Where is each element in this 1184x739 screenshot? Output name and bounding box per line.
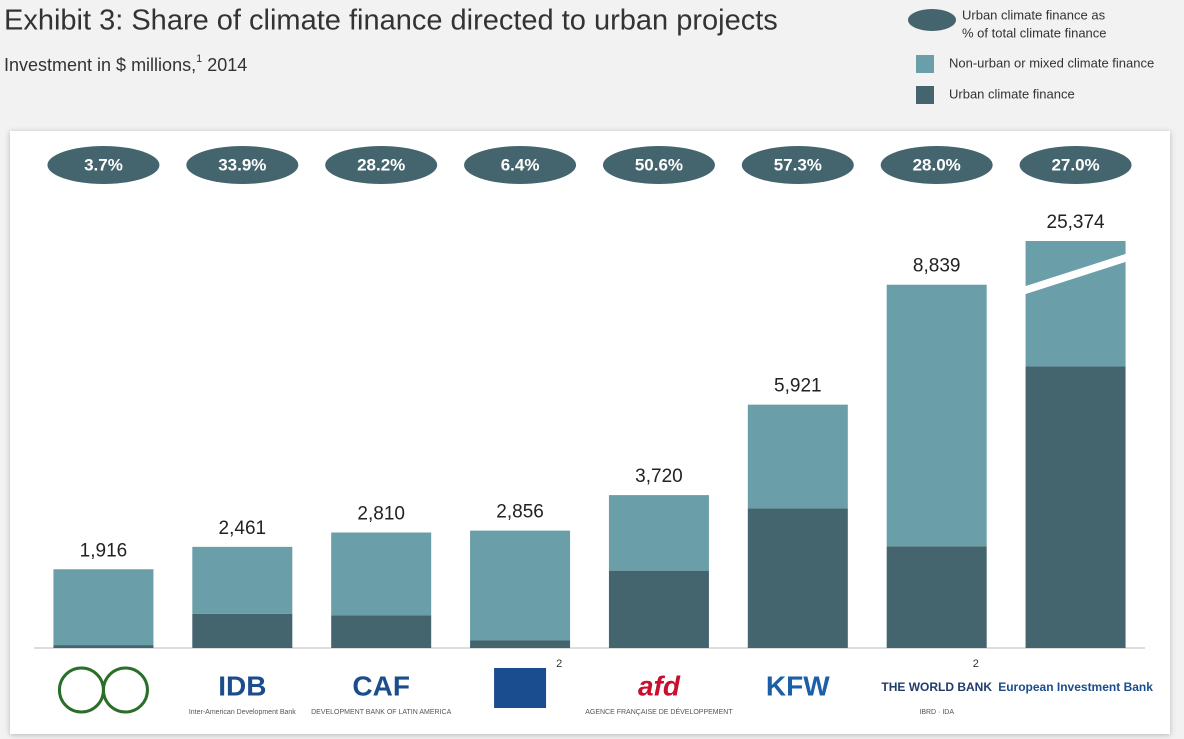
footnote: 1 [196, 53, 202, 65]
bar-segment [53, 569, 154, 646]
share-label: 3.7% [84, 155, 123, 174]
share-ellipse [186, 146, 299, 184]
bar-segment [331, 615, 432, 648]
share-label: 57.3% [774, 155, 822, 174]
legend-label: Urban climate finance as [962, 7, 1106, 22]
legend-label: Non-urban or mixed climate finance [949, 55, 1154, 70]
legend-swatch [916, 55, 934, 73]
total-label: 2,461 [219, 518, 267, 539]
total-label: 8,839 [913, 256, 961, 277]
legend-label: % of total climate finance [962, 25, 1107, 40]
total-label: 5,921 [774, 376, 822, 397]
legend: Urban climate finance as % of total clima… [908, 7, 1154, 104]
logo-text: IDB [218, 670, 266, 701]
axis-break [1019, 252, 1132, 296]
share-label: 27.0% [1051, 155, 1099, 174]
logo-subtext: Inter-American Development Bank [189, 709, 296, 716]
bar-segment [470, 640, 571, 648]
share-ellipse [325, 146, 438, 184]
legend-swatch [916, 86, 934, 104]
chart-title: Exhibit 3: Share of climate finance dire… [4, 5, 778, 37]
logo-circle [101, 666, 149, 714]
logo-text: THE WORLD BANK [881, 680, 992, 694]
logo-subtext: DEVELOPMENT BANK OF LATIN AMERICA [311, 709, 451, 716]
share-label: 33.9% [218, 155, 266, 174]
footnote: 2 [973, 658, 979, 670]
share-label: 6.4% [501, 155, 540, 174]
logo-subtext: AGENCE FRANÇAISE DE DÉVELOPPEMENT [585, 707, 733, 716]
bar-segment [747, 508, 848, 648]
total-label: 2,856 [496, 502, 544, 523]
subtitle-text: 2014 [202, 55, 247, 75]
share-label: 28.0% [913, 155, 961, 174]
share-label: 50.6% [635, 155, 683, 174]
share-ellipse [1019, 146, 1132, 184]
bar-segment [608, 495, 709, 571]
share-ellipse [741, 146, 854, 184]
bar-segment [192, 546, 293, 614]
bar-segment [608, 570, 709, 648]
legend-ellipse [908, 9, 956, 31]
chart-panel [10, 131, 1170, 734]
total-label: 2,810 [357, 504, 405, 525]
bar-segment [470, 530, 571, 641]
share-ellipse [464, 146, 577, 184]
bar-segment [1025, 366, 1126, 648]
logo-text: KFW [766, 670, 830, 701]
subtitle-text: Investment in $ millions, [4, 55, 196, 75]
logo-text: CAF [352, 670, 410, 701]
total-label: 1,916 [80, 540, 128, 561]
logo-subtext: IBRD · IDA [919, 709, 954, 716]
bar-segment [53, 645, 154, 648]
share-ellipse [602, 146, 715, 184]
subtitle: Investment in $ millions,1 2014 [4, 53, 247, 75]
bar-segment [886, 546, 987, 648]
footnote: 2 [556, 658, 562, 670]
logo-text: European Investment Bank [998, 680, 1153, 694]
bar-segment [331, 532, 432, 616]
legend-label: Urban climate finance [949, 86, 1075, 101]
share-ellipse [47, 146, 160, 184]
share-ellipse [880, 146, 993, 184]
total-label: 25,374 [1047, 212, 1106, 233]
logo-box [494, 668, 547, 708]
bar-segment [886, 284, 987, 547]
total-label: 3,720 [635, 466, 683, 487]
bar-segment [747, 404, 848, 509]
bar-segment [192, 613, 293, 648]
logo-text: afd [638, 670, 681, 701]
share-label: 28.2% [357, 155, 405, 174]
